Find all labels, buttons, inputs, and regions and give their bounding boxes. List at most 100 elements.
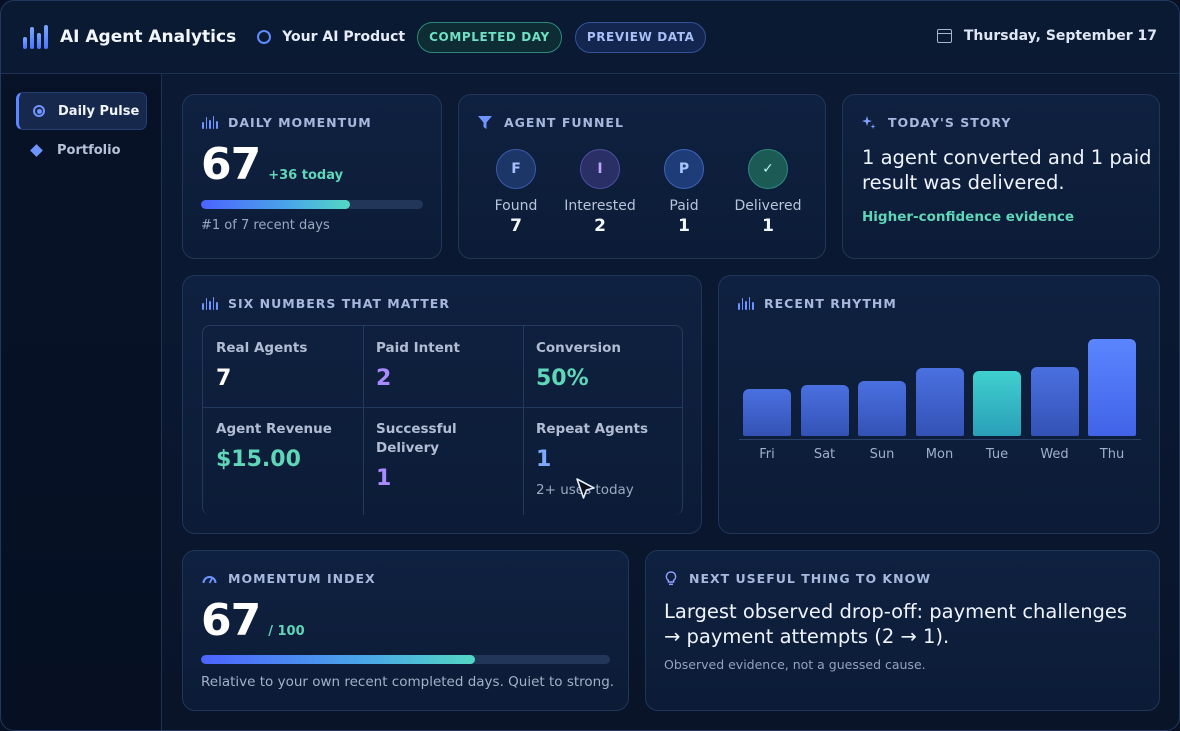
rhythm-tick-label: Fri [759,447,775,462]
sidebar-item-portfolio[interactable]: Portfolio [16,131,147,169]
funnel-stage-value: 7 [510,216,522,236]
sparkle-icon [862,115,876,129]
momentum-index-value: 67 [201,595,261,646]
rhythm-bar-fri [743,389,791,436]
metric-value: 50% [536,366,589,391]
product-selector[interactable]: Your AI Product [257,29,405,45]
rhythm-bar-wed [1030,367,1079,436]
grid-divider [523,326,524,515]
insight-note: Observed evidence, not a guessed cause. [664,657,926,672]
momentum-delta: +36 today [268,168,344,183]
metric-paid-intent: Paid Intent 2 [363,326,523,391]
target-icon [33,105,45,117]
rhythm-bar-mon [915,368,964,436]
chart-baseline [739,439,1141,440]
card-title: SIX NUMBERS THAT MATTER [228,296,450,311]
metrics-grid: Real Agents 7 Paid Intent 2 Conversion 5… [202,325,683,515]
card-header: MOMENTUM INDEX [202,571,376,586]
metric-label: Successful Delivery [376,421,457,456]
bar-chart-icon [202,116,218,129]
funnel-stage-delivered: ✓ Delivered 1 [728,149,808,236]
funnel-stage-label: Paid [669,198,699,214]
metric-agent-revenue: Agent Revenue $15.00 [203,407,363,472]
gauge-icon [202,575,217,583]
funnel-stage-label: Found [494,198,538,214]
f-letter-icon: F [496,149,536,189]
date-display[interactable]: Thursday, September 17 [936,28,1157,44]
metric-label: Agent Revenue [216,421,332,437]
funnel-stage-label: Interested [564,198,636,214]
lightbulb-icon [665,571,677,586]
bar-chart-icon [202,297,218,310]
top-bar: AI Agent Analytics Your AI Product COMPL… [1,1,1179,74]
card-header: TODAY'S STORY [862,115,1011,130]
diamond-icon [30,143,43,157]
circle-icon [257,30,272,44]
sidebar-item-label: Portfolio [57,142,121,158]
grid-divider [363,326,364,515]
metric-conversion: Conversion 50% [523,326,683,391]
momentum-value: 67 [201,139,261,190]
card-title: TODAY'S STORY [888,115,1012,130]
momentum-progress-bar [201,200,423,209]
mouse-cursor-icon [576,478,595,499]
metric-label: Real Agents [216,340,308,356]
date-text: Thursday, September 17 [963,28,1157,44]
momentum-index-score: 67 / 100 [201,595,305,646]
checkmark-icon: ✓ [748,149,788,189]
metric-value: 2 [376,366,392,391]
metric-value: $15.00 [216,447,301,472]
funnel-stage-value: 1 [678,216,690,236]
funnel-stage-paid: P Paid 1 [644,149,724,236]
momentum-index-fill [201,655,476,664]
momentum-progress-fill [201,200,350,209]
metric-value: 1 [376,466,392,491]
metric-label: Conversion [536,340,621,356]
momentum-index-max: / 100 [268,624,305,639]
recent-rhythm-card: RECENT RHYTHM Fri Sat Sun Mon Tue Wed Thu [718,275,1160,534]
card-title: NEXT USEFUL THING TO KNOW [689,571,931,586]
momentum-index-caption: Relative to your own recent completed da… [201,674,615,690]
metric-successful-delivery: Successful Delivery 1 [363,407,503,491]
card-title: RECENT RHYTHM [764,296,897,311]
card-header: DAILY MOMENTUM [202,115,372,130]
momentum-score: 67 +36 today [201,139,343,190]
rhythm-x-axis: Fri Sat Sun Mon Tue Wed Thu [739,447,1141,465]
metric-real-agents: Real Agents 7 [203,326,363,391]
rhythm-tick-label: Thu [1099,447,1125,462]
rhythm-tick-label: Sat [813,447,836,462]
funnel-stage-label: Delivered [734,198,802,214]
funnel-stage-found: F Found 7 [476,149,556,236]
i-letter-icon: I [580,149,620,189]
card-header: SIX NUMBERS THAT MATTER [202,296,450,311]
card-header: NEXT USEFUL THING TO KNOW [665,571,931,586]
momentum-index-bar [201,655,610,664]
card-title: DAILY MOMENTUM [228,115,372,130]
metric-value: 1 [536,447,552,472]
sidebar-item-label: Daily Pulse [58,103,140,119]
card-header: RECENT RHYTHM [738,296,897,311]
rhythm-tick-label: Mon [925,447,954,462]
rhythm-tick-label: Wed [1040,447,1069,462]
metric-repeat-agents: Repeat Agents 1 2+ uses today [523,407,683,498]
metric-sub: 2+ uses today [536,482,634,498]
sidebar-item-daily-pulse[interactable]: Daily Pulse [16,92,147,130]
calendar-icon [936,29,952,43]
card-title: MOMENTUM INDEX [228,571,376,586]
evidence-label: Higher-confidence evidence [862,209,1074,225]
funnel-stage-value: 1 [762,216,774,236]
story-text: 1 agent converted and 1 paid result was … [862,146,1152,194]
metric-value: 7 [216,366,232,391]
funnel-stage-interested: I Interested 2 [560,149,640,236]
rhythm-bar-sat [800,385,849,436]
rhythm-bar-thu [1088,339,1136,436]
funnel-stage-value: 2 [594,216,606,236]
product-name: Your AI Product [282,29,406,45]
metric-label: Paid Intent [376,340,460,356]
preview-data-badge[interactable]: PREVIEW DATA [574,21,707,53]
grid-divider [203,407,682,408]
momentum-index-card: MOMENTUM INDEX 67 / 100 Relative to your… [182,550,629,711]
rhythm-bar-sun [858,381,906,436]
next-useful-card: NEXT USEFUL THING TO KNOW Largest observ… [645,550,1160,711]
